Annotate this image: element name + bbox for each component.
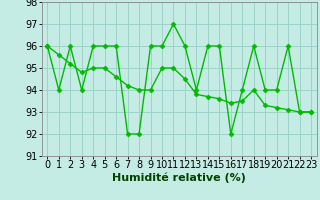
X-axis label: Humidité relative (%): Humidité relative (%) bbox=[112, 173, 246, 183]
